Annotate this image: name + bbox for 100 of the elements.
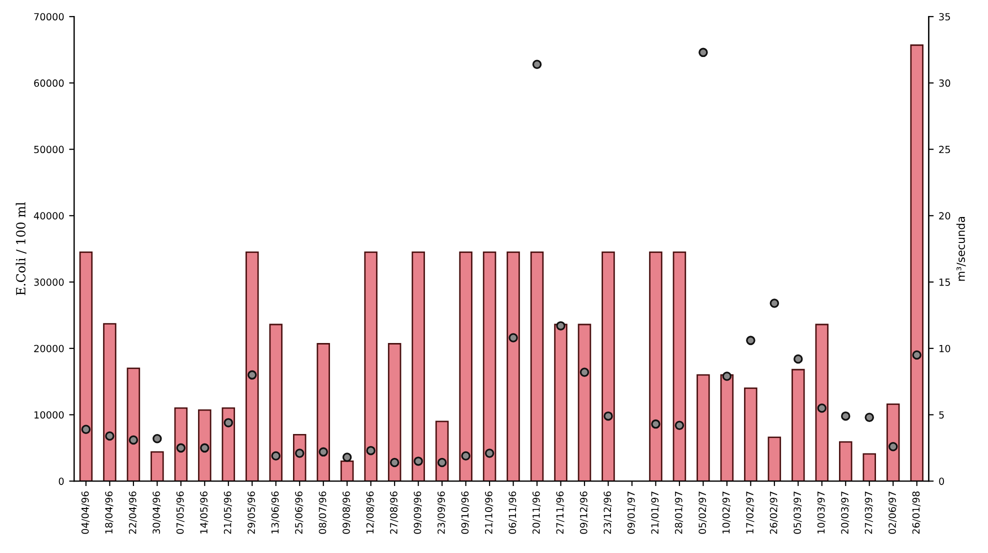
y2-axis-title: m³/secunda xyxy=(956,217,966,281)
bar xyxy=(886,403,900,482)
point xyxy=(248,370,257,380)
x-tick-label: 27/03/97 xyxy=(864,492,873,534)
x-tick-label: 21/01/97 xyxy=(651,492,660,534)
point xyxy=(770,298,780,308)
bar xyxy=(720,374,734,482)
point xyxy=(366,446,376,456)
x-tick-label: 27/08/96 xyxy=(390,491,398,534)
bar xyxy=(269,324,283,482)
bar xyxy=(150,451,164,482)
point xyxy=(746,336,756,346)
bar xyxy=(768,436,782,482)
bar xyxy=(174,407,188,482)
bar xyxy=(459,251,472,482)
y2-tick-label: 20 xyxy=(939,212,950,220)
x-tick-label: 05/03/97 xyxy=(794,492,802,534)
x-tick-label: 27/11/96 xyxy=(556,491,564,534)
bar xyxy=(792,368,805,482)
point xyxy=(390,458,400,468)
y2-tick-label: 15 xyxy=(940,278,950,286)
bar xyxy=(506,251,520,482)
x-tick-label: 06/11/96 xyxy=(508,491,517,534)
bar xyxy=(530,251,544,482)
x-tick-label: 25/06/96 xyxy=(295,491,304,534)
point xyxy=(556,321,566,330)
x-tick-label: 09/10/96 xyxy=(461,491,470,534)
bar xyxy=(554,324,568,482)
point xyxy=(437,458,447,468)
point xyxy=(224,418,234,428)
bar xyxy=(649,251,662,482)
bar xyxy=(388,343,402,482)
y2-tick-label: 35 xyxy=(939,13,950,20)
bar xyxy=(412,251,425,482)
x-tick-label: 10/02/97 xyxy=(722,492,731,534)
bar xyxy=(910,44,924,482)
x-tick-label: 20/03/97 xyxy=(841,492,850,534)
point xyxy=(912,350,922,360)
y-tick-label: 40000 xyxy=(34,212,64,220)
bar xyxy=(316,343,330,482)
x-tick-label: 10/03/97 xyxy=(817,492,826,534)
bar xyxy=(815,324,829,482)
x-tick-label: 20/11/96 xyxy=(532,491,541,534)
x-tick-label: 09/09/96 xyxy=(414,491,422,534)
x-tick-label: 23/12/96 xyxy=(604,491,612,534)
y2-tick-label: 10 xyxy=(940,344,950,352)
point xyxy=(840,411,850,421)
y-tick-label: 30000 xyxy=(34,278,64,286)
bar xyxy=(435,420,449,482)
point xyxy=(580,368,590,377)
bar xyxy=(222,407,236,482)
point xyxy=(200,443,210,453)
x-tick-label: 12/08/96 xyxy=(366,491,374,534)
bar xyxy=(672,251,686,482)
bar xyxy=(364,251,378,482)
point xyxy=(105,431,114,441)
bar xyxy=(246,251,259,482)
y2-tick-label: 5 xyxy=(939,411,944,419)
point xyxy=(271,451,281,461)
y-tick-label: 20000 xyxy=(34,344,64,352)
x-tick-label: 18/04/96 xyxy=(105,491,114,534)
y-tick-label: 0 xyxy=(58,478,64,485)
bar xyxy=(862,453,876,482)
x-tick-label: 28/01/97 xyxy=(674,492,684,534)
point xyxy=(318,447,328,457)
bar xyxy=(602,251,615,482)
bar xyxy=(578,324,592,482)
y-tick-label: 60000 xyxy=(34,79,64,87)
point xyxy=(604,411,613,421)
x-tick-label: 23/09/96 xyxy=(438,491,446,534)
x-tick-label: 26/02/97 xyxy=(770,492,778,534)
point xyxy=(484,448,494,458)
point xyxy=(176,443,186,453)
y-axis-title: E.Coli / 100 ml xyxy=(16,202,26,296)
bar xyxy=(696,374,710,482)
x-tick-label: 21/10/96 xyxy=(485,491,494,534)
x-tick-label: 13/06/96 xyxy=(271,491,280,534)
bar xyxy=(198,409,212,482)
y-tick-label: 50000 xyxy=(34,146,64,154)
x-tick-label: 04/04/96 xyxy=(81,491,90,534)
point xyxy=(294,448,304,458)
point xyxy=(342,452,352,462)
bar xyxy=(340,460,354,482)
x-tick-label: 29/05/96 xyxy=(248,491,256,534)
point xyxy=(414,456,423,466)
x-tick-label: 22/04/96 xyxy=(128,491,138,534)
x-tick-label: 30/04/96 xyxy=(152,491,161,534)
point xyxy=(532,60,542,70)
bar xyxy=(126,368,140,482)
x-tick-label: 09/12/96 xyxy=(580,491,588,534)
point xyxy=(508,333,518,342)
point xyxy=(794,354,803,364)
x-tick-label: 26/01/98 xyxy=(912,492,920,534)
x-tick-label: 08/07/96 xyxy=(318,491,327,534)
point xyxy=(651,419,660,429)
x-tick-label: 21/05/96 xyxy=(224,491,232,534)
y2-tick-label: 0 xyxy=(939,478,944,485)
point xyxy=(722,372,732,381)
point xyxy=(128,435,138,445)
point xyxy=(81,424,91,434)
